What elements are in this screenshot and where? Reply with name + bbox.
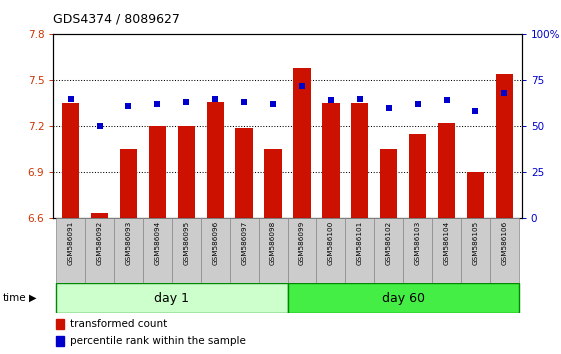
Point: [384, 105, 393, 110]
Bar: [259, 218, 287, 283]
Bar: [143, 218, 172, 283]
Text: GSM586097: GSM586097: [241, 220, 247, 264]
Point: [413, 101, 422, 107]
Point: [124, 103, 133, 109]
Bar: [56, 336, 64, 346]
Bar: [432, 218, 461, 283]
Bar: [56, 218, 85, 283]
Point: [95, 123, 104, 129]
Text: GSM586105: GSM586105: [472, 220, 479, 264]
Bar: [178, 126, 195, 218]
Text: GSM586100: GSM586100: [328, 220, 334, 264]
Text: GSM586104: GSM586104: [444, 220, 449, 264]
Text: time: time: [3, 293, 26, 303]
Text: GSM586091: GSM586091: [68, 220, 73, 264]
Bar: [403, 218, 432, 283]
Bar: [114, 218, 143, 283]
Bar: [264, 149, 282, 218]
Text: GSM586095: GSM586095: [183, 220, 189, 264]
Bar: [201, 218, 229, 283]
Text: day 1: day 1: [154, 292, 190, 305]
Bar: [490, 218, 519, 283]
Bar: [206, 102, 224, 218]
Text: GDS4374 / 8089627: GDS4374 / 8089627: [53, 12, 180, 25]
Bar: [56, 319, 64, 329]
Text: GSM586099: GSM586099: [299, 220, 305, 264]
Text: transformed count: transformed count: [70, 319, 167, 329]
Text: GSM586103: GSM586103: [415, 220, 421, 264]
Point: [355, 96, 364, 101]
Bar: [172, 218, 201, 283]
Bar: [467, 172, 484, 218]
Point: [211, 96, 220, 101]
Bar: [322, 103, 339, 218]
Bar: [293, 68, 311, 218]
Point: [269, 101, 278, 107]
Point: [471, 109, 480, 114]
Text: day 60: day 60: [381, 292, 425, 305]
Text: ▶: ▶: [29, 293, 36, 303]
Text: percentile rank within the sample: percentile rank within the sample: [70, 336, 246, 346]
Bar: [56, 283, 287, 313]
Point: [153, 101, 162, 107]
Text: GSM586092: GSM586092: [96, 220, 103, 264]
Bar: [351, 103, 369, 218]
Text: GSM586094: GSM586094: [154, 220, 160, 264]
Point: [297, 83, 306, 88]
Bar: [438, 123, 455, 218]
Bar: [288, 283, 519, 313]
Bar: [316, 218, 346, 283]
Point: [182, 99, 191, 105]
Text: GSM586106: GSM586106: [502, 220, 507, 264]
Text: GSM586098: GSM586098: [270, 220, 276, 264]
Bar: [380, 149, 397, 218]
Bar: [149, 126, 166, 218]
Point: [500, 90, 509, 96]
Bar: [62, 103, 79, 218]
Bar: [85, 218, 114, 283]
Text: GSM586096: GSM586096: [212, 220, 218, 264]
Bar: [120, 149, 137, 218]
Text: GSM586093: GSM586093: [126, 220, 131, 264]
Bar: [346, 218, 374, 283]
Point: [240, 99, 249, 105]
Bar: [236, 127, 253, 218]
Bar: [374, 218, 403, 283]
Text: GSM586102: GSM586102: [386, 220, 392, 264]
Text: GSM586101: GSM586101: [357, 220, 363, 264]
Bar: [496, 74, 513, 218]
Point: [327, 97, 335, 103]
Point: [66, 96, 75, 101]
Point: [442, 97, 451, 103]
Bar: [461, 218, 490, 283]
Bar: [91, 213, 108, 218]
Bar: [288, 218, 316, 283]
Bar: [229, 218, 259, 283]
Bar: [409, 134, 426, 218]
